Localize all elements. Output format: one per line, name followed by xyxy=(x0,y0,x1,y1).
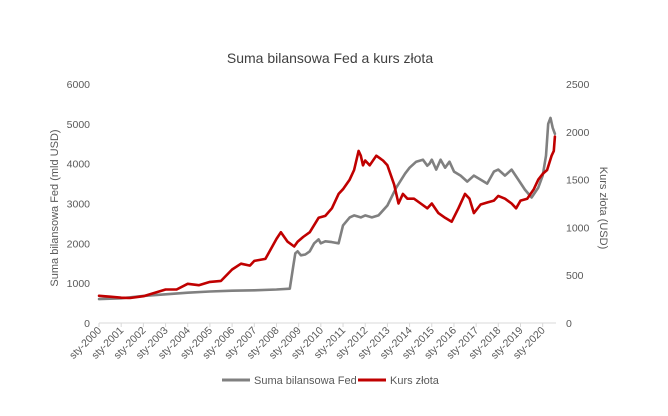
y-left-tick-label: 0 xyxy=(84,318,90,330)
y-left-tick-label: 6000 xyxy=(67,79,91,91)
y-right-tick-label: 1000 xyxy=(566,222,590,234)
y-left-tick-label: 3000 xyxy=(67,199,91,211)
x-tick-labels: sty-2000sty-2001sty-2002sty-2003sty-2004… xyxy=(67,323,548,362)
legend-label-gold: Kurs złota xyxy=(390,375,440,387)
y-left-tick-labels: 0 1000 2000 3000 4000 5000 6000 xyxy=(67,79,91,330)
legend: Suma bilansowa Fed Kurs złota xyxy=(222,375,440,387)
y-right-tick-label: 500 xyxy=(566,270,584,282)
y-left-tick-label: 5000 xyxy=(67,119,91,131)
y-left-tick-label: 4000 xyxy=(67,159,91,171)
legend-label-fed: Suma bilansowa Fed xyxy=(254,375,357,387)
chart-title: Suma bilansowa Fed a kurs złota xyxy=(227,50,433,66)
y-left-axis-title: Suma bilansowa Fed (mld USD) xyxy=(49,129,61,286)
series-line-gold-price xyxy=(97,135,557,300)
y-right-tick-label: 2000 xyxy=(566,127,590,139)
y-right-tick-label: 0 xyxy=(566,318,572,330)
y-right-axis-title: Kurs złota (USD) xyxy=(597,167,609,250)
series-line-fed-balance xyxy=(97,116,557,301)
y-right-tick-label: 1500 xyxy=(566,175,590,187)
y-right-tick-labels: 0 500 1000 1500 2000 2500 xyxy=(566,79,590,330)
y-left-tick-label: 1000 xyxy=(67,278,91,290)
y-left-tick-label: 2000 xyxy=(67,238,91,250)
y-right-tick-label: 2500 xyxy=(566,79,590,91)
series-layer xyxy=(97,116,557,301)
